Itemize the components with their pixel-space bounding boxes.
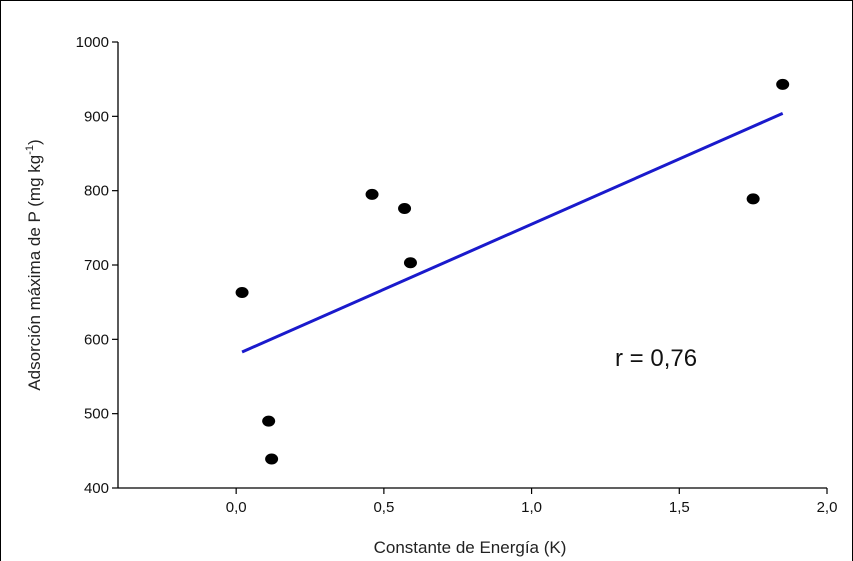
x-tick-label: 0,5 bbox=[373, 499, 394, 516]
x-axis-title: Constante de Energía (K) bbox=[374, 538, 567, 557]
points-layer bbox=[235, 78, 790, 465]
y-tick-label: 800 bbox=[84, 183, 109, 200]
x-tick-label: 1,5 bbox=[669, 499, 690, 516]
data-point bbox=[398, 203, 412, 215]
y-axis-title: Adsorción máxima de P (mg kg-1) bbox=[24, 139, 44, 390]
data-point bbox=[365, 188, 379, 200]
y-tick-label: 600 bbox=[84, 331, 109, 348]
data-point bbox=[746, 193, 760, 205]
y-tick-label: 900 bbox=[84, 108, 109, 125]
correlation-annotation: r = 0,76 bbox=[615, 345, 697, 372]
x-tick-label: 1,0 bbox=[521, 499, 542, 516]
data-point bbox=[265, 453, 279, 465]
y-axis-title-close: ) bbox=[25, 139, 44, 145]
y-tick-label: 700 bbox=[84, 257, 109, 274]
y-axis-title-sup: -1 bbox=[24, 145, 36, 155]
data-point bbox=[262, 415, 276, 427]
data-point bbox=[235, 287, 249, 299]
x-tick-label: 0,0 bbox=[226, 499, 247, 516]
y-axis-title-main: Adsorción máxima de P (mg kg bbox=[25, 155, 44, 391]
x-tick-label: 2,0 bbox=[817, 499, 838, 516]
data-point bbox=[403, 257, 417, 269]
trendline bbox=[241, 111, 784, 354]
y-tick-label: 1000 bbox=[76, 34, 109, 51]
axes: 400 500 600 700 800 900 1000 0,0 0,5 1,0 1,5 2,0 bbox=[76, 34, 838, 516]
y-tick-label: 400 bbox=[84, 480, 109, 497]
data-point bbox=[776, 78, 790, 90]
trendline-layer bbox=[241, 111, 784, 354]
y-tick-label: 500 bbox=[84, 406, 109, 423]
